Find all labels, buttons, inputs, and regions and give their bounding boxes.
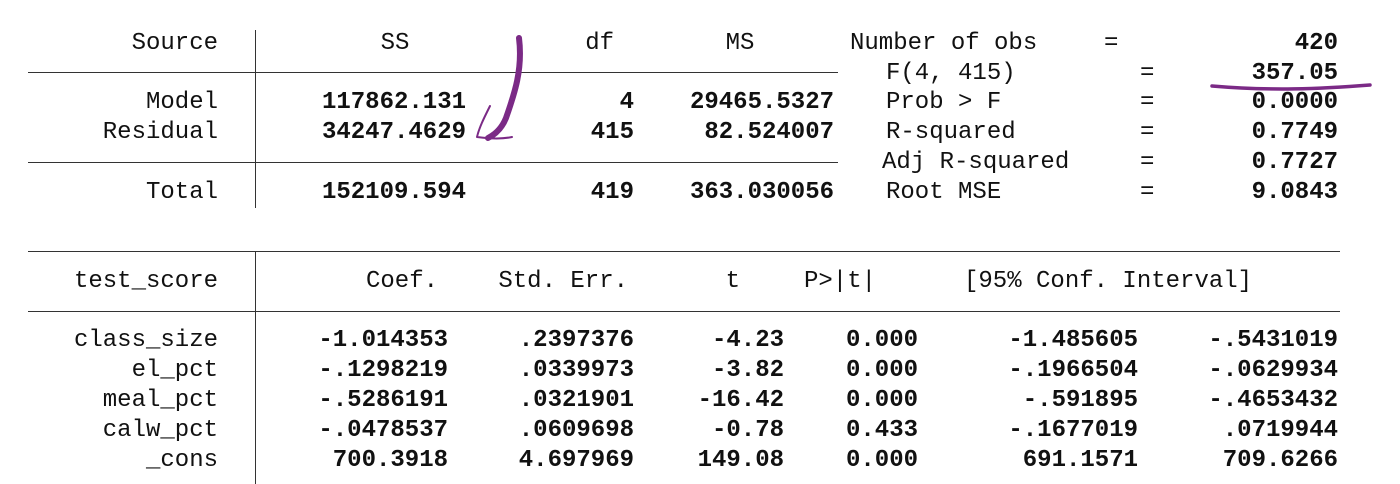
coef-value: -.1298219 bbox=[318, 357, 448, 384]
coef-p: 0.000 bbox=[845, 447, 918, 474]
anova-header-ms: MS bbox=[725, 30, 755, 57]
coef-p: 0.000 bbox=[845, 387, 918, 414]
coef-value: -.0478537 bbox=[318, 417, 448, 444]
stat-value-rsq: 0.7749 bbox=[1251, 119, 1338, 146]
anova-df-total: 419 bbox=[590, 179, 634, 206]
arrowhead-icon bbox=[476, 105, 513, 140]
coef-ci-lo: 691.1571 bbox=[1022, 447, 1138, 474]
coef-t: -16.42 bbox=[697, 387, 784, 414]
stat-value-f: 357.05 bbox=[1251, 60, 1338, 87]
coef-value: -1.014353 bbox=[318, 327, 448, 354]
anova-df-residual: 415 bbox=[590, 119, 634, 146]
stat-eq-probf: = bbox=[1140, 89, 1155, 116]
coef-header-coef: Coef. bbox=[365, 268, 438, 295]
stat-label-f: F(4, 415) bbox=[886, 60, 1016, 87]
coef-t: -3.82 bbox=[711, 357, 784, 384]
stat-label-rsq: R-squared bbox=[886, 119, 1016, 146]
coef-t: -4.23 bbox=[711, 327, 784, 354]
stat-label-rmse: Root MSE bbox=[886, 179, 1002, 206]
coef-header-ci: [95% Conf. Interval] bbox=[964, 268, 1253, 295]
coef-se: .0339973 bbox=[518, 357, 634, 384]
coef-ci-lo: -1.485605 bbox=[1008, 327, 1138, 354]
anova-source-model: Model bbox=[145, 89, 218, 116]
stat-eq-rsq: = bbox=[1140, 119, 1155, 146]
coef-se: .0321901 bbox=[518, 387, 634, 414]
coef-ci-lo: -.1966504 bbox=[1008, 357, 1138, 384]
coef-var: calw_pct bbox=[102, 417, 218, 444]
coef-var: class_size bbox=[73, 327, 218, 354]
coef-ci-hi: -.4653432 bbox=[1208, 387, 1338, 414]
coef-value: 700.3918 bbox=[332, 447, 448, 474]
stat-value-rmse: 9.0843 bbox=[1251, 179, 1338, 206]
stat-eq-rmse: = bbox=[1140, 179, 1155, 206]
anova-source-total: Total bbox=[145, 179, 218, 206]
stat-eq-adjrsq: = bbox=[1140, 149, 1155, 176]
anova-ms-total: 363.030056 bbox=[689, 179, 834, 206]
stat-label-adjrsq: Adj R-squared bbox=[882, 149, 1070, 176]
coef-ci-lo: -.1677019 bbox=[1008, 417, 1138, 444]
anova-header-rule bbox=[28, 72, 838, 73]
anova-ss-total: 152109.594 bbox=[321, 179, 466, 206]
coef-ci-hi: .0719944 bbox=[1222, 417, 1338, 444]
coef-se: 4.697969 bbox=[518, 447, 634, 474]
coef-header-rule bbox=[28, 311, 1340, 312]
coef-p: 0.000 bbox=[845, 357, 918, 384]
anova-header-df: df bbox=[585, 30, 614, 57]
anova-ms-model: 29465.5327 bbox=[689, 89, 834, 116]
coef-value: -.5286191 bbox=[318, 387, 448, 414]
anova-df-model: 4 bbox=[619, 89, 634, 116]
coef-se: .0609698 bbox=[518, 417, 634, 444]
coef-ci-hi: -.0629934 bbox=[1208, 357, 1338, 384]
anova-ss-residual: 34247.4629 bbox=[321, 119, 466, 146]
anova-source-residual: Residual bbox=[102, 119, 218, 146]
anova-header-source: Source bbox=[131, 30, 218, 57]
coef-var: el_pct bbox=[131, 357, 218, 384]
coef-ci-hi: -.5431019 bbox=[1208, 327, 1338, 354]
anova-total-rule bbox=[28, 162, 838, 163]
coef-var: _cons bbox=[145, 447, 218, 474]
stat-value-nobs: 420 bbox=[1294, 30, 1338, 57]
stat-label-nobs: Number of obs bbox=[850, 30, 1038, 57]
coef-se: .2397376 bbox=[518, 327, 634, 354]
coef-ci-lo: -.591895 bbox=[1022, 387, 1138, 414]
coef-header-se: Std. Err. bbox=[498, 268, 628, 295]
coef-top-rule bbox=[28, 251, 1340, 252]
stat-value-probf: 0.0000 bbox=[1251, 89, 1338, 116]
stat-label-probf: Prob > F bbox=[886, 89, 1002, 116]
anova-ss-model: 117862.131 bbox=[321, 89, 466, 116]
stat-eq-f: = bbox=[1140, 60, 1155, 87]
coef-t: 149.08 bbox=[697, 447, 784, 474]
anova-header-ss: SS bbox=[380, 30, 410, 57]
coef-header-var: test_score bbox=[73, 268, 218, 295]
stat-value-adjrsq: 0.7727 bbox=[1251, 149, 1338, 176]
coef-ci-hi: 709.6266 bbox=[1222, 447, 1338, 474]
coef-header-t: t bbox=[725, 268, 740, 295]
coef-p: 0.433 bbox=[845, 417, 918, 444]
coef-t: -0.78 bbox=[711, 417, 784, 444]
coef-var: meal_pct bbox=[102, 387, 218, 414]
anova-ms-residual: 82.524007 bbox=[704, 119, 834, 146]
stat-eq-nobs: = bbox=[1104, 30, 1119, 57]
coef-p: 0.000 bbox=[845, 327, 918, 354]
anova-divider bbox=[255, 30, 256, 208]
coef-header-p: P>|t| bbox=[804, 268, 877, 295]
coef-divider bbox=[255, 251, 256, 484]
